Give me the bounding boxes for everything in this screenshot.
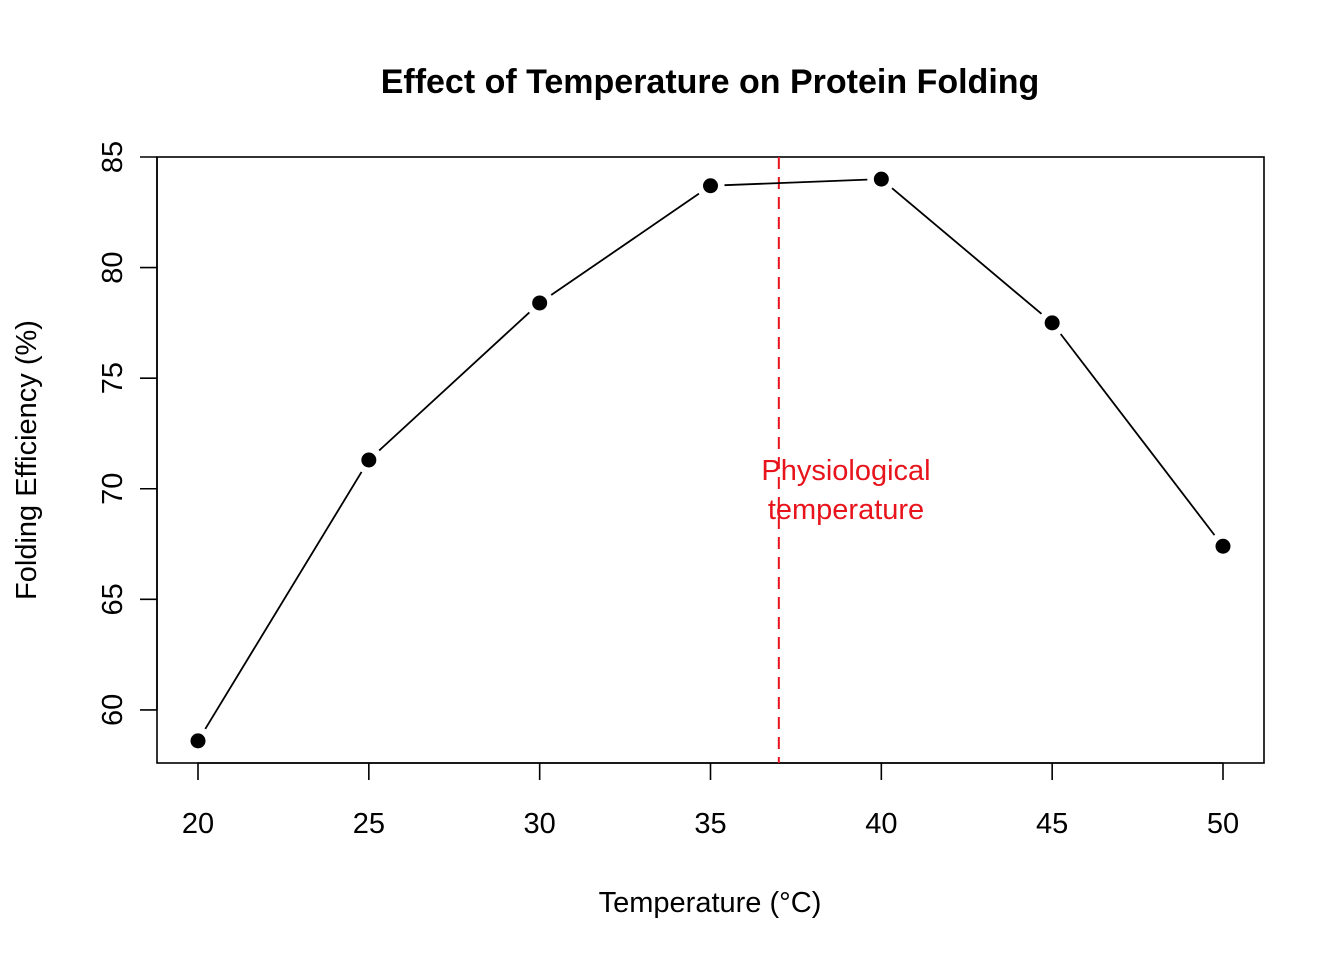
- x-axis: 20 25 30 35 40 45 50: [182, 762, 1239, 840]
- data-point: [1044, 315, 1060, 331]
- y-tick-label: 75: [97, 362, 129, 394]
- y-tick-label: 70: [97, 473, 129, 505]
- data-point: [190, 733, 206, 749]
- chart-title: Effect of Temperature on Protein Folding: [381, 63, 1040, 101]
- y-axis-label: Folding Efficiency (%): [11, 320, 43, 600]
- data-point: [361, 452, 377, 468]
- y-tick-label: 80: [97, 251, 129, 283]
- x-tick-label: 45: [1036, 808, 1068, 840]
- y-tick-label: 60: [97, 694, 129, 726]
- series-line-segment: [891, 187, 1043, 315]
- x-tick-label: 25: [353, 808, 385, 840]
- data-series: [190, 171, 1231, 749]
- reference-line-group: Physiological temperature: [761, 157, 931, 763]
- reference-line-label: Physiological: [761, 455, 930, 487]
- y-tick-label: 85: [97, 141, 129, 173]
- data-point: [873, 171, 889, 187]
- x-tick-label: 20: [182, 808, 214, 840]
- y-axis: 60 65 70 75 80 85: [97, 141, 158, 726]
- reference-line-label: temperature: [768, 494, 924, 526]
- y-tick-label: 65: [97, 583, 129, 615]
- data-point: [703, 178, 718, 194]
- x-tick-label: 30: [524, 808, 556, 840]
- series-line-segment: [724, 178, 868, 187]
- plot-area-frame: [156, 156, 1265, 764]
- series-line-segment: [378, 311, 530, 452]
- data-point: [532, 295, 548, 311]
- x-tick-label: 35: [694, 808, 726, 840]
- series-line-segment: [204, 471, 363, 730]
- x-tick-label: 50: [1207, 808, 1239, 840]
- series-line-segment: [550, 192, 700, 296]
- series-line-segment: [1059, 333, 1216, 536]
- data-point: [1215, 538, 1231, 554]
- x-axis-label: Temperature (°C): [599, 887, 822, 919]
- x-tick-label: 40: [865, 808, 897, 840]
